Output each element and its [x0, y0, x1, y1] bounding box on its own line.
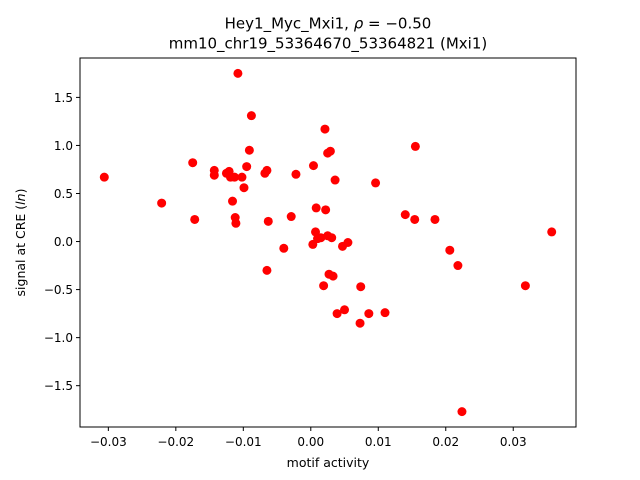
- data-point: [356, 282, 366, 292]
- data-point: [520, 281, 530, 291]
- data-point: [242, 162, 252, 172]
- y-tick-label: −1.5: [44, 379, 73, 393]
- data-point: [453, 261, 463, 271]
- data-point: [380, 308, 390, 318]
- x-tick-label: −0.03: [90, 435, 127, 449]
- data-point: [327, 233, 337, 243]
- y-tick-label: −1.0: [44, 331, 73, 345]
- y-axis-label: signal at CRE (ln): [13, 189, 28, 297]
- data-point: [316, 233, 326, 243]
- data-point: [263, 216, 273, 226]
- data-point: [279, 243, 289, 253]
- data-point: [237, 172, 247, 182]
- data-point: [328, 271, 338, 281]
- x-tick-label: 0.00: [297, 435, 324, 449]
- data-point: [547, 227, 557, 237]
- data-point: [157, 198, 167, 208]
- data-point: [239, 183, 249, 193]
- data-point: [430, 214, 440, 224]
- data-point: [364, 309, 374, 319]
- x-axis-ticks: −0.03 −0.02 −0.01 0.00 0.01 0.02 0.03: [90, 427, 527, 449]
- data-point: [319, 281, 329, 291]
- y-tick-label: 1.5: [54, 91, 73, 105]
- data-point: [321, 205, 331, 215]
- data-point: [330, 175, 340, 185]
- data-point: [343, 238, 353, 247]
- data-point: [230, 172, 240, 182]
- data-point: [410, 214, 420, 224]
- data-point: [231, 218, 241, 228]
- data-point: [445, 245, 455, 255]
- data-points: [99, 68, 557, 417]
- data-point: [228, 196, 238, 206]
- data-point: [325, 146, 335, 156]
- y-tick-label: 0.5: [54, 187, 73, 201]
- chart-title-line2: mm10_chr19_53364670_53364821 (Mxi1): [169, 35, 488, 54]
- data-point: [233, 68, 243, 78]
- x-tick-label: 0.01: [365, 435, 392, 449]
- data-point: [410, 141, 420, 151]
- y-axis-ticks: −1.5 −1.0 −0.5 0.0 0.5 1.0 1.5: [44, 91, 80, 393]
- x-tick-label: −0.01: [225, 435, 262, 449]
- data-point: [262, 265, 272, 275]
- data-point: [308, 161, 318, 171]
- x-tick-label: 0.03: [500, 435, 527, 449]
- plot-area: [79, 57, 577, 428]
- data-point: [400, 210, 410, 220]
- data-point: [188, 158, 198, 168]
- y-tick-label: −0.5: [44, 283, 73, 297]
- data-point: [262, 165, 272, 175]
- x-tick-label: 0.02: [432, 435, 459, 449]
- data-point: [190, 214, 200, 224]
- data-point: [246, 111, 256, 121]
- y-tick-label: 0.0: [54, 235, 73, 249]
- data-point: [291, 169, 301, 179]
- axes-frame: [79, 57, 577, 428]
- data-point: [320, 124, 330, 134]
- data-point: [371, 178, 381, 188]
- data-point: [209, 170, 219, 180]
- chart-title-line1: Hey1_Myc_Mxi1, ρ = −0.50: [225, 15, 432, 34]
- data-point: [355, 318, 365, 328]
- data-point: [244, 145, 254, 155]
- data-point: [286, 212, 296, 222]
- data-point: [457, 407, 467, 417]
- x-axis-label: motif activity: [287, 455, 370, 470]
- y-tick-label: 1.0: [54, 139, 73, 153]
- data-point: [311, 203, 321, 213]
- data-point: [332, 309, 342, 319]
- x-tick-label: −0.02: [157, 435, 194, 449]
- data-point: [340, 305, 350, 315]
- data-point: [99, 172, 109, 182]
